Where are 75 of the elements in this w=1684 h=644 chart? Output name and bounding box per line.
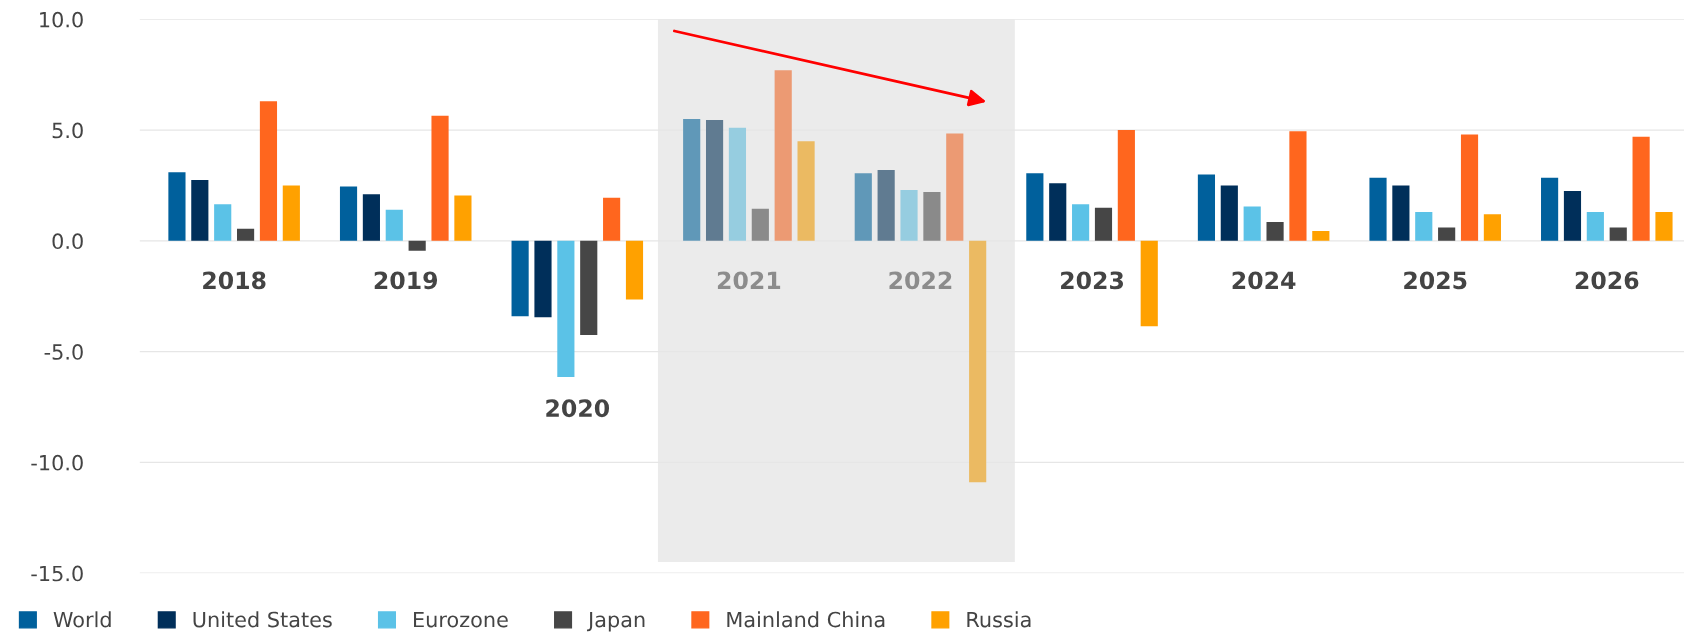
bar: [511, 240, 529, 317]
bar: [1117, 130, 1135, 241]
bar: [728, 127, 747, 241]
bar: [237, 228, 255, 241]
legend-label: United States: [193, 611, 332, 628]
x-tick-label: 2020: [546, 399, 610, 418]
bar: [282, 185, 300, 241]
x-tick-label: 2022: [889, 271, 952, 290]
bar: [1415, 212, 1433, 241]
bar: [534, 240, 552, 318]
bar: [1655, 212, 1673, 241]
bar: [454, 195, 472, 241]
bar: [625, 240, 644, 300]
bar: [1392, 185, 1410, 241]
bar: [339, 186, 358, 241]
x-tick-label: 2026: [1575, 271, 1639, 290]
y-tick-label: -15.0: [31, 565, 83, 582]
x-tick-label: 2019: [374, 271, 438, 290]
legend-label: Mainland China: [727, 611, 885, 628]
bar: [969, 240, 987, 483]
legend-label: World: [53, 611, 111, 628]
bar: [705, 120, 724, 241]
bar: [1243, 206, 1261, 241]
y-tick-label: -10.0: [31, 454, 83, 471]
bar: [1094, 207, 1113, 241]
y-tick-label: 0.0: [52, 233, 83, 250]
bar: [854, 173, 872, 241]
bar: [1609, 227, 1627, 241]
bar: [1586, 212, 1604, 241]
bar: [603, 197, 621, 241]
bar: [1483, 214, 1501, 241]
bar: [900, 189, 918, 241]
bar: [191, 179, 209, 241]
bar: [1026, 173, 1044, 241]
bar: [1438, 227, 1456, 241]
x-tick-label: 2024: [1232, 271, 1296, 290]
bar: [168, 172, 186, 241]
bar: [1563, 191, 1582, 241]
x-tick-label: 2021: [717, 271, 781, 290]
x-tick-label: 2025: [1404, 271, 1467, 290]
y-tick-label: 5.0: [52, 122, 83, 139]
legend-label: Russia: [967, 611, 1031, 628]
bar: [1266, 222, 1284, 241]
bar: [408, 240, 426, 251]
bar: [580, 240, 598, 336]
bar: [751, 208, 769, 241]
y-tick-label: 10.0: [40, 11, 83, 28]
bar: [1632, 136, 1650, 241]
bar: [1369, 177, 1387, 241]
bar: [1197, 174, 1216, 241]
bar: [214, 204, 232, 241]
bar: [774, 70, 792, 241]
legend-label: Eurozone: [414, 611, 508, 628]
legend-label: Japan: [586, 611, 645, 632]
bar: [1312, 230, 1330, 241]
bar: [362, 194, 380, 241]
bar: [946, 133, 964, 241]
bar: [1289, 131, 1307, 241]
bar: [923, 192, 941, 241]
bar: [683, 119, 701, 241]
bar: [797, 141, 815, 241]
y-tick-label: -5.0: [44, 344, 83, 360]
bar: [1541, 177, 1559, 241]
bar: [1049, 183, 1067, 241]
bar: [877, 169, 895, 241]
bar: [259, 101, 278, 241]
bar: [1140, 240, 1158, 327]
bar: [385, 209, 403, 241]
bar: [1220, 185, 1238, 241]
x-tick-label: 2018: [203, 271, 266, 290]
bar: [557, 240, 575, 378]
bar: [1460, 134, 1479, 241]
x-tick-label: 2023: [1061, 271, 1124, 290]
bar: [431, 115, 449, 241]
bar: [1072, 204, 1090, 241]
